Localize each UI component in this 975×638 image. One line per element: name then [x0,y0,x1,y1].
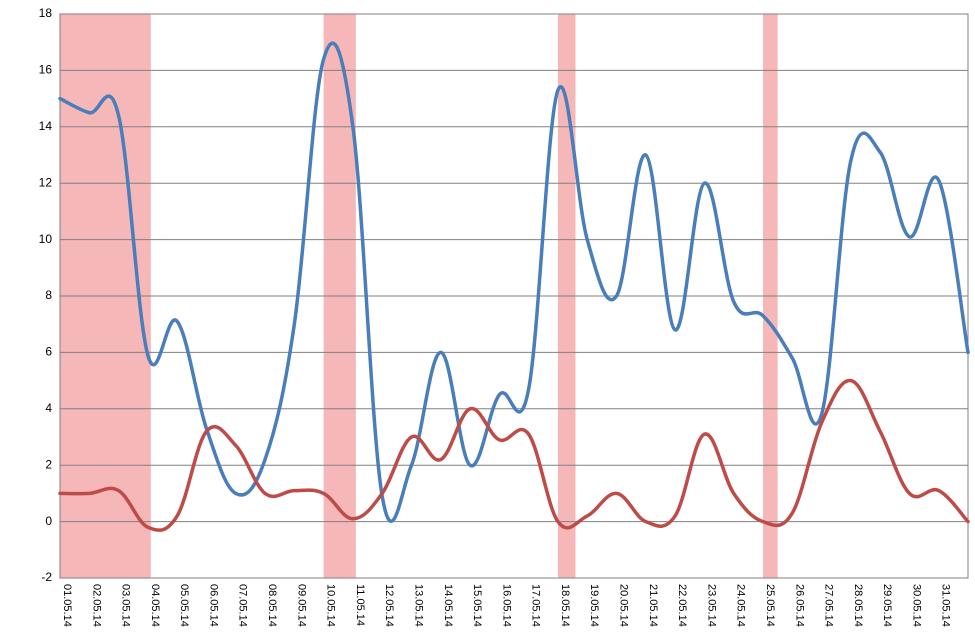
x-tick-label: 27.05.14 [823,584,835,627]
x-tick-label: 05.05.14 [178,584,190,627]
x-tick-label: 14.05.14 [442,584,454,627]
y-tick-label: 6 [45,345,52,359]
y-tick-label: 2 [45,457,52,471]
x-tick-label: 16.05.14 [500,584,512,627]
x-tick-label: 08.05.14 [266,584,278,627]
chart-svg: -2 0 2 4 6 8 10 12 14 16 18 01.05.14 02.05.14 03.05.1… [0,0,975,638]
x-tick-label: 31.05.14 [940,584,952,627]
y-tick-label: 8 [45,288,52,302]
x-tick-label: 07.05.14 [237,584,249,627]
x-tick-label: 21.05.14 [647,584,659,627]
x-tick-label: 13.05.14 [412,584,424,627]
y-tick-label: 12 [39,175,53,189]
x-tick-label: 29.05.14 [881,584,893,627]
x-tick-label: 12.05.14 [383,584,395,627]
x-tick-label: 26.05.14 [793,584,805,627]
x-tick-label: 19.05.14 [588,584,600,627]
x-tick-label: 06.05.14 [207,584,219,627]
x-tick-label: 01.05.14 [61,584,73,627]
x-tick-label: 09.05.14 [295,584,307,627]
y-tick-label: 16 [39,63,53,77]
y-tick-label: 10 [39,232,53,246]
x-tick-label: 22.05.14 [676,584,688,627]
x-tick-label: 10.05.14 [325,584,337,627]
y-tick-label: -2 [41,570,52,584]
x-tick-label: 18.05.14 [559,584,571,627]
y-tick-label: 0 [45,514,52,528]
x-tick-label: 30.05.14 [910,584,922,627]
y-tick-label: 18 [39,6,53,20]
y-tick-label: 4 [45,401,52,415]
x-tick-label: 02.05.14 [90,584,102,627]
x-tick-label: 25.05.14 [764,584,776,627]
y-tick-label: 14 [39,119,53,133]
x-tick-label: 24.05.14 [735,584,747,627]
x-tick-label: 11.05.14 [354,584,366,626]
x-tick-label: 17.05.14 [530,584,542,627]
x-tick-label: 23.05.14 [705,584,717,627]
line-chart: -2 0 2 4 6 8 10 12 14 16 18 01.05.14 02.05.14 03.05.1… [0,0,975,638]
x-tick-label: 03.05.14 [120,584,132,627]
x-tick-label: 20.05.14 [618,584,630,627]
x-tick-label: 28.05.14 [852,584,864,627]
x-tick-label: 04.05.14 [149,584,161,627]
x-tick-label: 15.05.14 [471,584,483,627]
